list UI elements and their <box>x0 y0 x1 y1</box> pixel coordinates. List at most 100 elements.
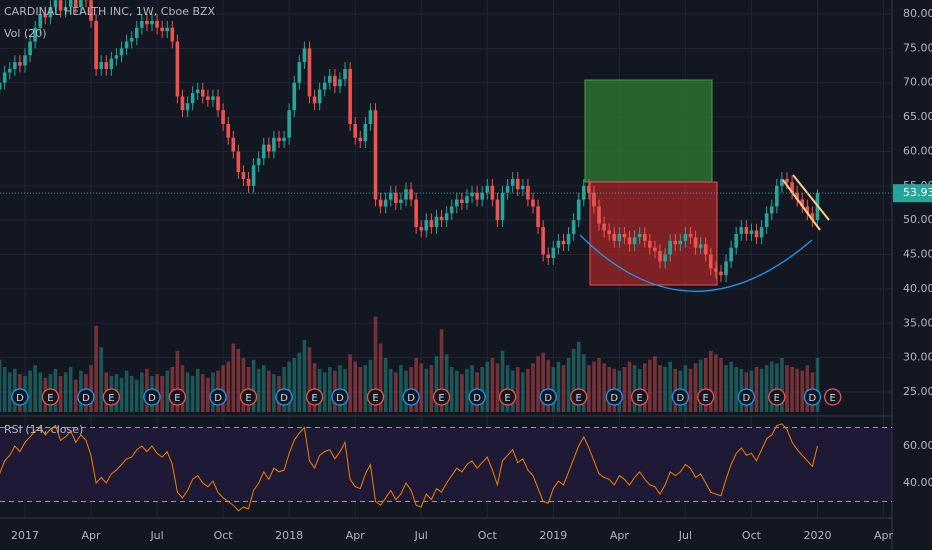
candle-body <box>424 220 429 231</box>
event-marker <box>803 388 822 406</box>
candle-body <box>597 206 601 224</box>
volume-bar <box>805 365 810 412</box>
volume-bar <box>2 367 7 412</box>
candle-body <box>251 165 256 186</box>
position-tool <box>584 79 718 286</box>
volume-bar <box>795 368 799 412</box>
candle-body <box>165 27 170 32</box>
candle-body <box>587 185 591 193</box>
volume-bar <box>764 365 769 412</box>
candle-body <box>99 62 103 69</box>
candle-body <box>790 182 794 193</box>
event-label: E <box>830 393 836 404</box>
volume-bar <box>170 367 175 412</box>
candle-body <box>328 75 332 83</box>
last-price-box <box>893 184 932 203</box>
candle-body <box>714 268 718 272</box>
candle-body <box>109 58 114 69</box>
volume-bar <box>419 363 424 412</box>
x-tick-label: Apr <box>610 529 630 542</box>
volume-bar <box>775 363 779 412</box>
volume-bar <box>256 368 261 412</box>
candle-body <box>312 96 317 104</box>
candle-body <box>231 137 236 152</box>
candle-body <box>2 72 7 83</box>
candle-body <box>805 206 810 214</box>
volume-bar <box>490 358 495 412</box>
candle-body <box>373 110 378 200</box>
candle-body <box>129 38 134 42</box>
target-zone <box>584 79 713 183</box>
volume-bar <box>378 343 383 412</box>
volume-bar <box>780 358 784 412</box>
candle-body <box>89 0 93 21</box>
candle-body <box>338 79 342 87</box>
volume-bar <box>302 340 307 412</box>
candle-body <box>729 247 733 262</box>
candle-body <box>526 185 530 200</box>
x-tick-label: Apr <box>874 529 894 542</box>
volume-bar <box>592 361 596 412</box>
candle-body <box>449 206 454 214</box>
volume-bar <box>297 352 302 412</box>
volume-bar <box>119 377 124 412</box>
volume-bar <box>480 367 484 412</box>
candle-body <box>688 233 693 238</box>
candle-body <box>576 199 581 221</box>
candle-body <box>145 20 149 25</box>
candle-body <box>180 96 185 111</box>
candle-body <box>769 206 774 214</box>
candle-body <box>521 185 525 190</box>
volume-bar <box>653 356 657 412</box>
candle-body <box>358 137 363 142</box>
y-tick-label: 25.00 <box>903 385 932 398</box>
candle-body <box>500 192 505 221</box>
candle-body <box>175 41 180 97</box>
volume-bar <box>292 358 297 412</box>
candle-body <box>241 172 246 179</box>
candle-body <box>38 14 43 28</box>
volume-bar <box>698 359 703 412</box>
event-marker <box>768 388 786 406</box>
candle-body <box>749 230 754 234</box>
candle-body <box>627 237 632 245</box>
volume-bar <box>754 367 759 412</box>
candle-body <box>195 89 200 94</box>
volume-bar <box>688 368 693 412</box>
candle-body <box>226 123 230 138</box>
x-tick-label: Apr <box>346 529 366 542</box>
volume-bar <box>582 354 586 412</box>
channel-line <box>782 179 821 231</box>
event-label: E <box>774 393 780 404</box>
event-label: E <box>245 393 251 404</box>
candle-body <box>739 227 744 234</box>
event-marker <box>631 388 649 406</box>
volume-bar <box>439 329 444 412</box>
volume-bar <box>500 350 505 412</box>
volume-bar <box>261 365 266 412</box>
event-marker <box>77 388 95 406</box>
volume-bar <box>7 372 12 412</box>
event-label: D <box>336 393 344 404</box>
volume-bar <box>424 368 429 412</box>
candle-body <box>261 144 266 159</box>
volume-bar <box>241 358 246 412</box>
event-label: E <box>108 393 114 404</box>
y-tick-label: 65.00 <box>903 110 932 123</box>
volume-bar <box>465 368 469 412</box>
candle-body <box>698 244 703 248</box>
x-tick-label: Oct <box>214 529 234 542</box>
volume-bar <box>800 370 805 412</box>
volume-bar <box>429 365 434 412</box>
candle-body <box>79 0 83 8</box>
event-marker <box>41 388 60 406</box>
candle-body <box>383 199 388 207</box>
candle-body <box>236 151 241 173</box>
volume-bar <box>368 359 373 412</box>
volume-bar <box>236 349 241 412</box>
event-label: E <box>174 393 180 404</box>
candle-body <box>307 48 312 97</box>
candle-body <box>150 20 154 25</box>
volume-bar <box>307 347 312 412</box>
candle-body <box>297 62 302 83</box>
